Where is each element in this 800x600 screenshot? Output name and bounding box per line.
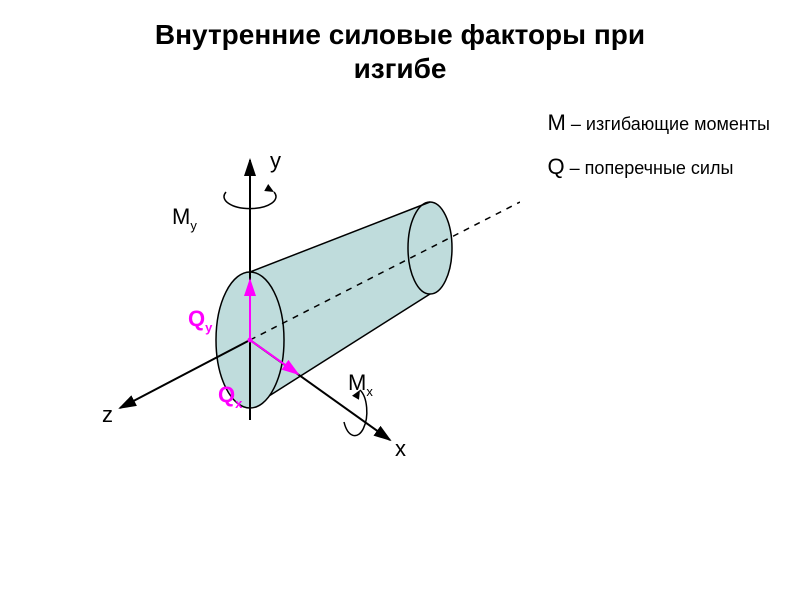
legend-q-desc: – поперечные силы	[565, 158, 734, 178]
axis-label-y: y	[270, 148, 281, 173]
legend-q-symbol: Q	[548, 154, 565, 179]
legend-m-symbol: М	[548, 110, 566, 135]
diagram: yxzMуMхQуQх	[60, 120, 520, 505]
origin-dot	[248, 338, 253, 343]
legend-row-m: М – изгибающие моменты	[548, 110, 770, 136]
rot-arc-my-tip	[264, 184, 274, 192]
diagram-svg: yxzMуMхQуQх	[60, 120, 520, 500]
axis-label-z: z	[102, 402, 113, 427]
page-title: Внутренние силовые факторы при изгибе	[0, 18, 800, 85]
legend: М – изгибающие моменты Q – поперечные си…	[548, 110, 770, 198]
title-line-1: Внутренние силовые факторы при	[155, 19, 645, 50]
label-My: Mу	[172, 204, 197, 233]
legend-row-q: Q – поперечные силы	[548, 154, 770, 180]
axis-label-x: x	[395, 436, 406, 461]
legend-m-desc: – изгибающие моменты	[566, 114, 770, 134]
label-Mx: Mх	[348, 370, 373, 399]
title-line-2: изгибе	[354, 53, 447, 84]
label-Qy: Qу	[188, 306, 213, 335]
cylinder-far-cap	[408, 202, 452, 294]
